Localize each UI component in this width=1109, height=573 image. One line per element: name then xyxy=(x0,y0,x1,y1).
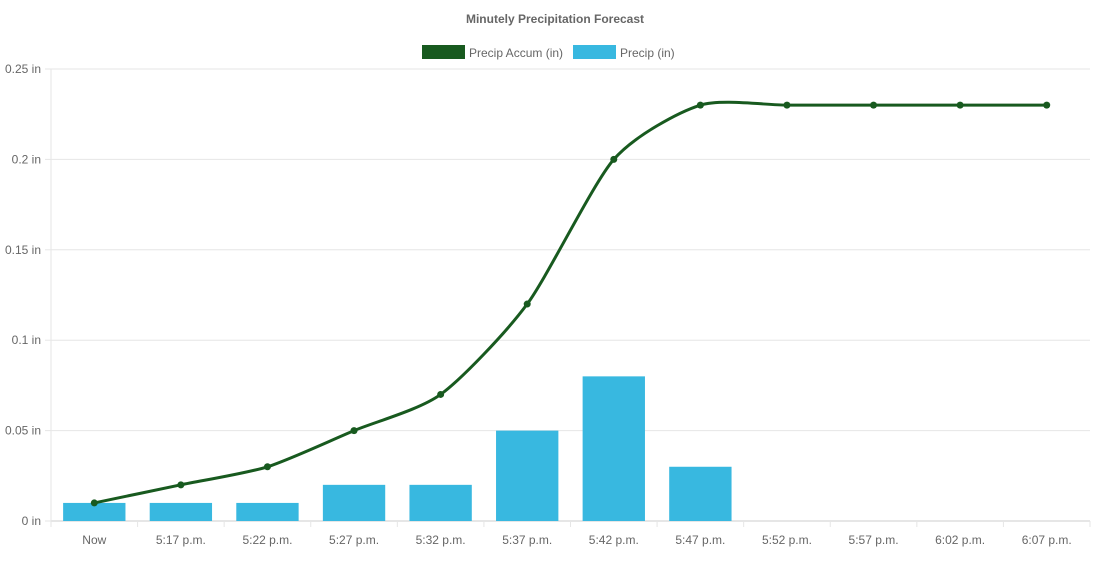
x-tick-label: 5:17 p.m. xyxy=(156,533,206,547)
x-axis: Now 5:17 p.m. 5:22 p.m. 5:27 p.m. 5:32 p.m. 5… xyxy=(50,521,1091,547)
precip-accum-point xyxy=(1043,101,1051,109)
x-tick-label: 5:47 p.m. xyxy=(675,533,725,547)
chart-title: Minutely Precipitation Forecast xyxy=(466,12,644,26)
precip-bar xyxy=(322,484,386,521)
x-tick-label: Now xyxy=(82,533,106,547)
y-tick-label: 0.1 in xyxy=(12,333,41,347)
precip-accum-point xyxy=(437,390,445,398)
precip-accum-point xyxy=(523,300,531,308)
legend-label[interactable]: Precip Accum (in) xyxy=(469,46,563,60)
bar-series xyxy=(63,376,732,521)
x-tick-label: 6:07 p.m. xyxy=(1022,533,1072,547)
y-tick-label: 0.15 in xyxy=(5,243,41,257)
precip-accum-point xyxy=(263,463,271,471)
precip-bar xyxy=(409,484,472,521)
legend-swatch xyxy=(573,45,616,59)
line-series xyxy=(90,100,1051,507)
legend-label[interactable]: Precip (in) xyxy=(620,46,675,60)
legend: Precip Accum (in) Precip (in) xyxy=(422,45,675,60)
x-tick-label: 5:52 p.m. xyxy=(762,533,812,547)
precip-accum-point xyxy=(350,427,358,435)
y-tick-label: 0.2 in xyxy=(12,152,41,166)
x-tick-label: 5:32 p.m. xyxy=(416,533,466,547)
grid-lines xyxy=(50,68,1090,522)
precip-bar xyxy=(496,430,559,521)
precip-accum-point xyxy=(956,101,964,109)
y-tick-label: 0.25 in xyxy=(5,62,41,76)
precip-accum-point xyxy=(696,101,704,109)
precip-accum-line xyxy=(93,100,1047,505)
x-tick-label: 5:22 p.m. xyxy=(242,533,292,547)
precip-accum-point xyxy=(610,155,618,163)
precip-bar xyxy=(236,502,299,521)
y-tick-label: 0.05 in xyxy=(5,424,41,438)
x-tick-label: 5:42 p.m. xyxy=(589,533,639,547)
x-tick-label: 5:27 p.m. xyxy=(329,533,379,547)
y-axis: 0 in 0.05 in 0.1 in 0.15 in 0.2 in 0.25 in xyxy=(5,62,51,528)
precip-bar xyxy=(582,376,645,521)
x-tick-label: 5:57 p.m. xyxy=(849,533,899,547)
precip-accum-point xyxy=(783,101,791,109)
precip-accum-point xyxy=(90,499,98,507)
precip-bar xyxy=(669,466,732,521)
x-tick-label: 6:02 p.m. xyxy=(935,533,985,547)
precip-accum-point xyxy=(870,101,878,109)
precip-bar xyxy=(63,502,126,521)
legend-swatch xyxy=(422,45,465,59)
precip-accum-point xyxy=(177,481,185,489)
precip-bar xyxy=(149,502,213,521)
x-tick-label: 5:37 p.m. xyxy=(502,533,552,547)
y-tick-label: 0 in xyxy=(22,514,41,528)
